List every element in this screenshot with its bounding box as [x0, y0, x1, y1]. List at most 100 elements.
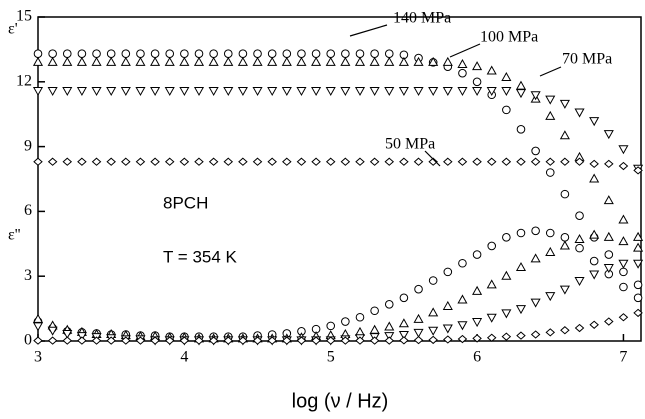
marker [193, 56, 205, 66]
marker [603, 231, 614, 241]
marker [32, 322, 44, 332]
marker [530, 253, 541, 263]
marker [150, 336, 160, 345]
marker [516, 331, 526, 340]
marker [237, 56, 248, 66]
marker [194, 157, 204, 166]
marker [472, 61, 483, 71]
marker [252, 336, 263, 345]
marker [47, 326, 58, 336]
x-tick-label: 5 [327, 349, 335, 366]
marker [47, 56, 58, 66]
marker [633, 280, 643, 290]
marker [501, 270, 512, 280]
x-tick-label: 3 [34, 349, 42, 366]
marker [121, 336, 131, 345]
marker [633, 231, 644, 241]
marker [560, 189, 570, 199]
annotation: T = 354 K [163, 247, 238, 266]
marker [457, 294, 468, 304]
marker [179, 56, 190, 66]
x-tick-label: 7 [619, 349, 627, 366]
marker [77, 336, 87, 345]
marker [399, 336, 409, 345]
marker [355, 336, 365, 345]
marker [179, 157, 190, 166]
marker [545, 292, 556, 302]
marker [208, 86, 219, 96]
marker [603, 130, 614, 140]
marker [457, 321, 468, 331]
marker [399, 157, 409, 166]
marker [515, 80, 527, 90]
marker [62, 56, 73, 66]
marker [633, 308, 643, 318]
marker [428, 86, 439, 96]
marker [311, 56, 322, 66]
marker [458, 68, 467, 78]
marker [502, 233, 511, 242]
marker [296, 157, 307, 166]
marker [33, 157, 43, 166]
marker [633, 166, 643, 175]
marker [296, 56, 307, 66]
marker [413, 157, 424, 166]
marker [369, 56, 380, 66]
plot-frame [37, 16, 642, 342]
marker [442, 324, 453, 334]
marker [442, 300, 453, 310]
marker [560, 233, 570, 242]
marker [545, 246, 556, 256]
marker [267, 86, 278, 96]
marker [486, 157, 497, 166]
marker [354, 86, 366, 96]
marker [91, 157, 102, 166]
marker [501, 86, 512, 96]
marker [575, 211, 584, 221]
marker [106, 56, 117, 66]
marker [486, 313, 497, 323]
marker [442, 86, 453, 96]
x-tick-label: 4 [180, 349, 188, 366]
marker [618, 236, 629, 246]
marker [340, 86, 351, 96]
marker [633, 293, 643, 303]
marker [311, 157, 321, 166]
marker [325, 86, 336, 96]
marker [384, 86, 395, 96]
marker [150, 86, 161, 96]
marker [120, 86, 131, 96]
marker [121, 49, 131, 59]
marker [267, 157, 277, 166]
marker [238, 49, 248, 59]
marker [223, 86, 234, 96]
marker [413, 86, 424, 96]
marker [589, 256, 599, 266]
marker [237, 86, 248, 96]
marker [370, 49, 379, 59]
marker [501, 71, 512, 81]
marker [354, 326, 366, 336]
marker [194, 49, 204, 59]
marker [92, 49, 101, 59]
marker [106, 157, 116, 166]
marker [589, 173, 600, 183]
marker [326, 49, 336, 59]
marker [516, 157, 526, 166]
marker [223, 56, 234, 66]
marker [341, 49, 350, 59]
marker [150, 157, 160, 166]
y-tick-label: 6 [24, 202, 32, 219]
leader-line [349, 24, 388, 37]
marker [150, 56, 161, 66]
marker [281, 56, 292, 66]
marker [443, 335, 453, 344]
marker [62, 157, 73, 166]
marker [575, 243, 584, 253]
marker [252, 86, 263, 96]
marker [618, 259, 629, 269]
marker [340, 157, 351, 166]
marker [589, 117, 600, 127]
marker [164, 336, 175, 345]
marker [531, 226, 540, 236]
